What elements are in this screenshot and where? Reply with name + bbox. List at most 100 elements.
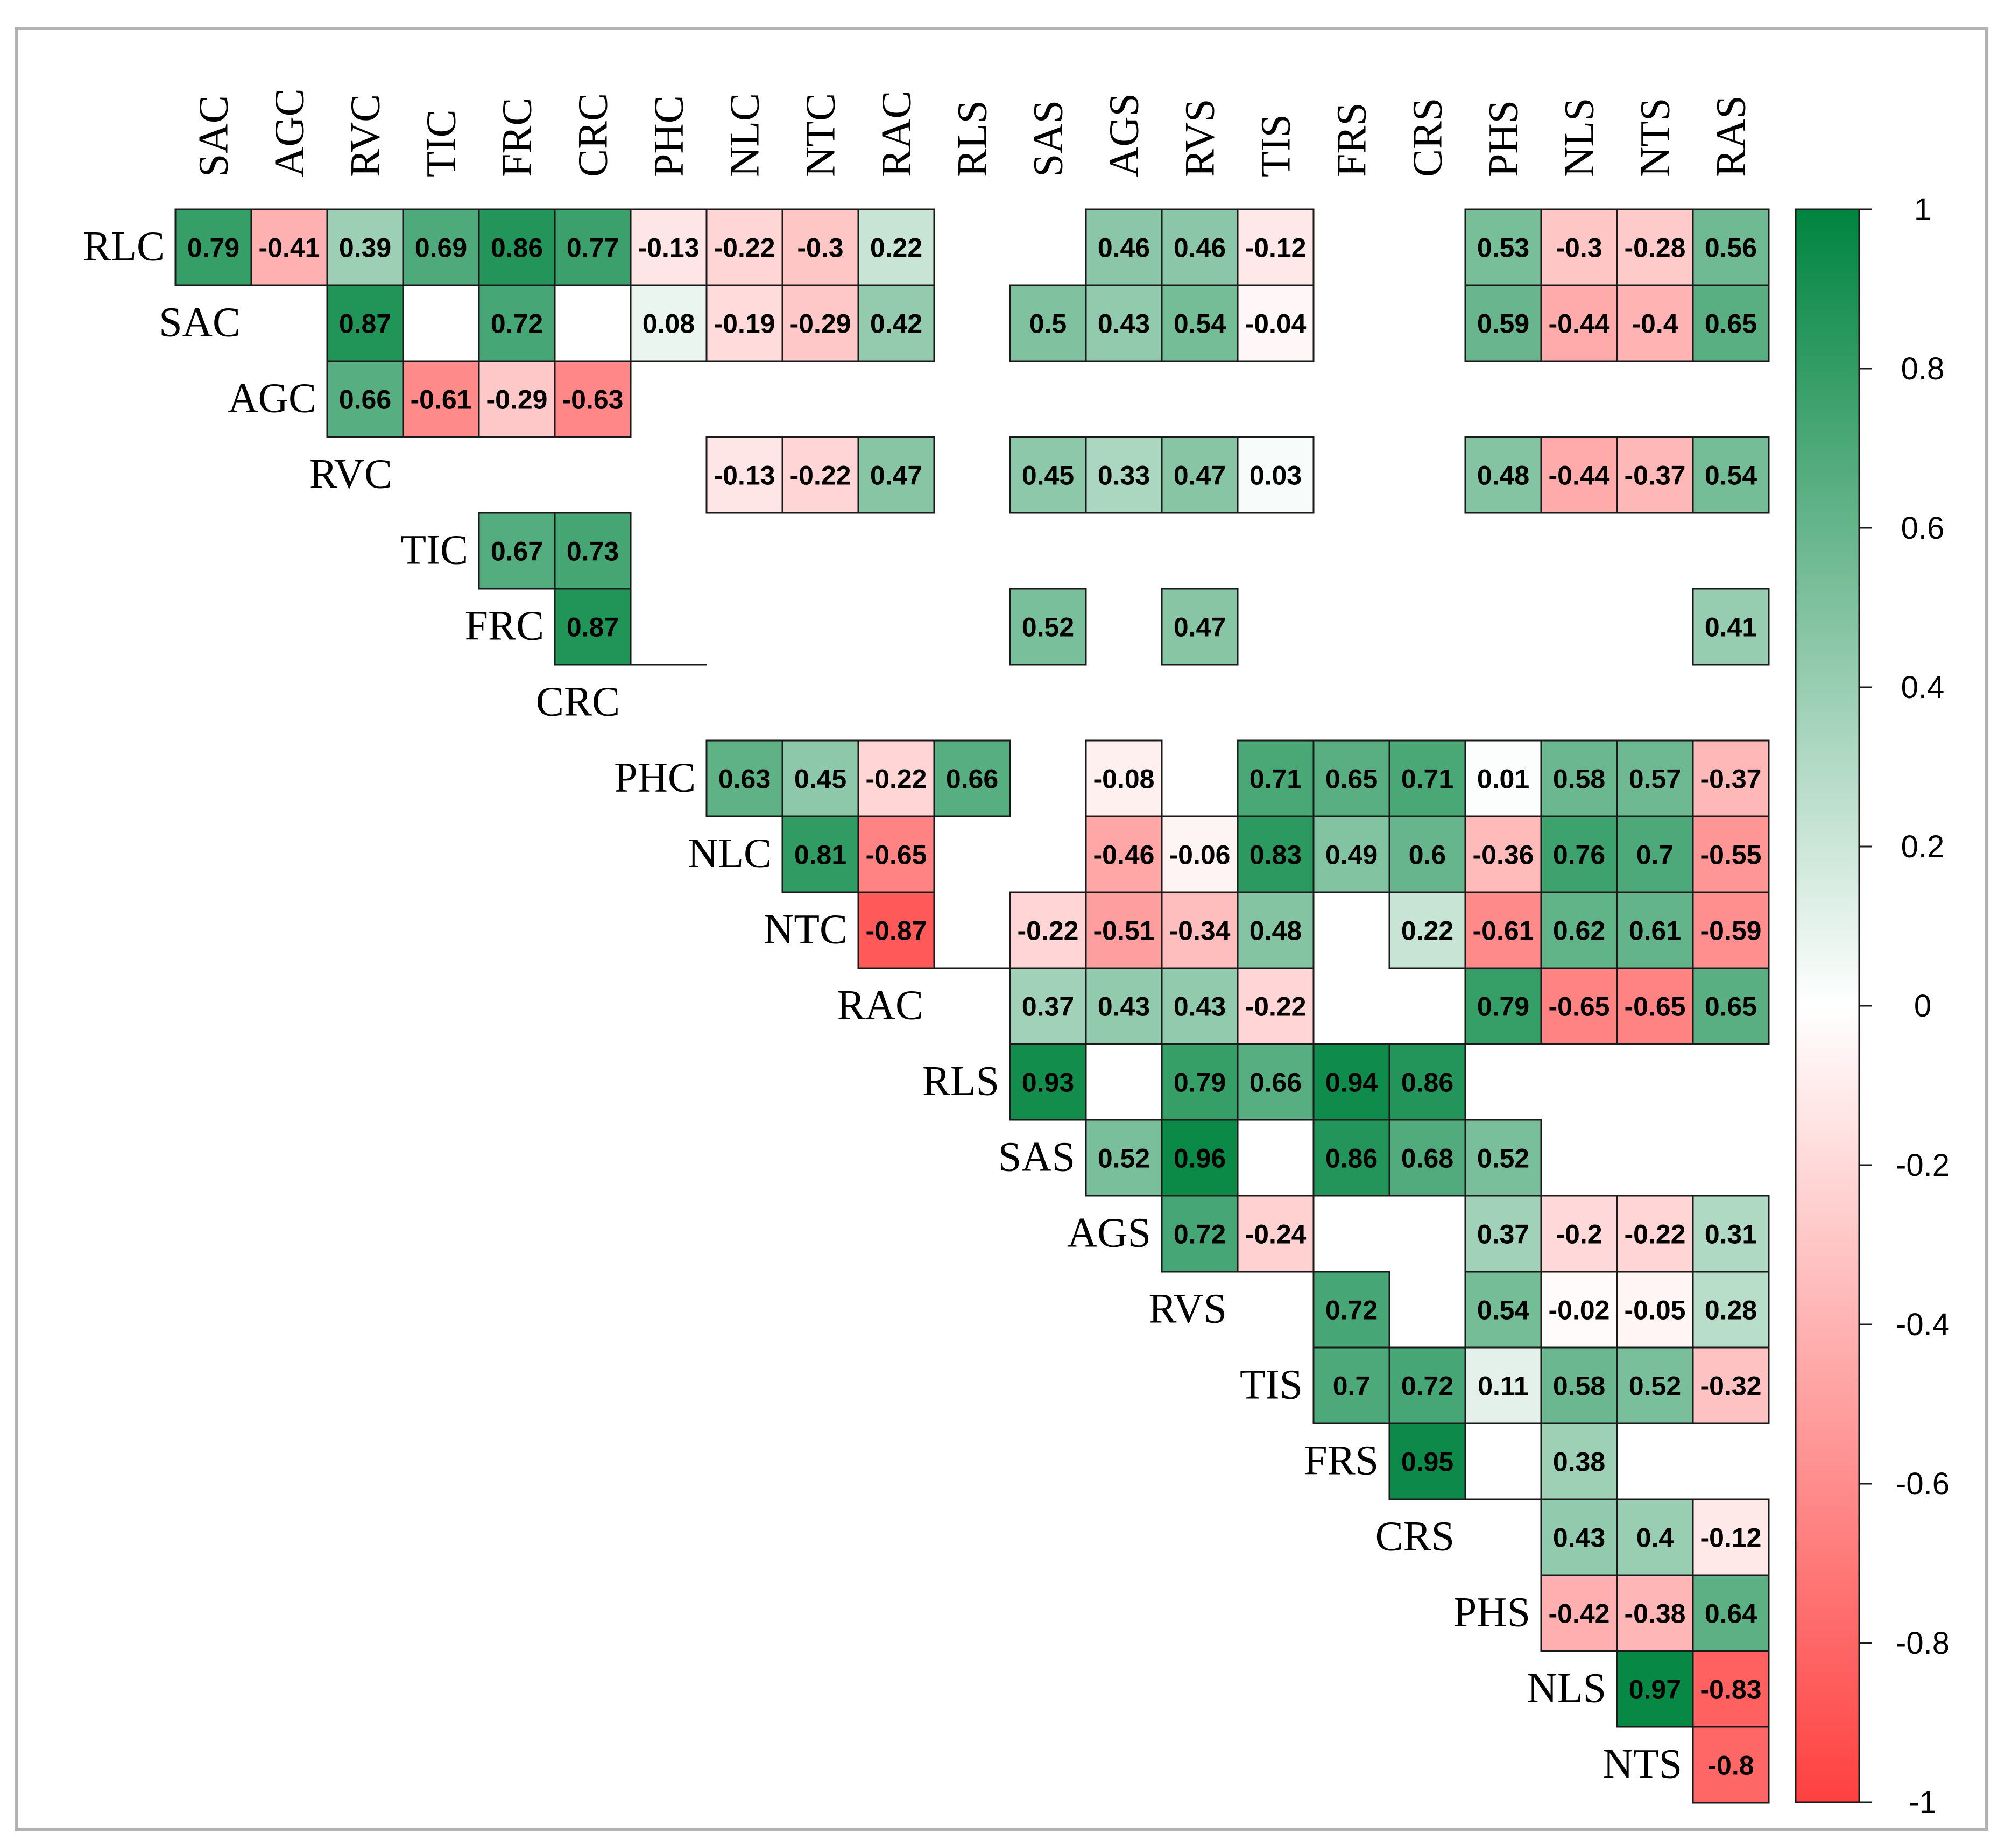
cell-label-PHC-NLS: 0.58	[1553, 764, 1605, 794]
column-label-RVC: RVC	[342, 94, 389, 177]
row-label-AGS: AGS	[1067, 1209, 1151, 1256]
cell-SAS-AGS	[1085, 1119, 1163, 1197]
cell-label-RLC-FRC: 0.86	[491, 233, 543, 263]
column-label-TIS: TIS	[1252, 114, 1299, 177]
cell-FRC-RVS	[1161, 588, 1239, 666]
cell-label-AGS-RVS: 0.72	[1174, 1219, 1226, 1250]
cell-RLS-FRS	[1312, 1043, 1390, 1121]
cell-label-NLS-RAS: -0.83	[1700, 1675, 1762, 1705]
cell-label-PHC-AGS: -0.08	[1093, 764, 1155, 794]
cell-RLC-NLS	[1540, 208, 1618, 286]
cell-RVC-TIS	[1237, 436, 1315, 514]
cell-RAC-AGS	[1085, 967, 1163, 1045]
cell-label-NLC-RAS: -0.55	[1700, 840, 1762, 870]
column-label-RAS: RAS	[1707, 95, 1754, 177]
cell-label-CRS-NTS: 0.4	[1636, 1523, 1674, 1553]
cell-label-SAC-NTC: -0.29	[790, 309, 851, 339]
cell-label-NLS-NTS: 0.97	[1629, 1675, 1681, 1705]
cell-NLC-NTC	[781, 815, 859, 893]
cell-label-RVC-SAS: 0.45	[1022, 461, 1074, 491]
cell-RLC-TIS	[1237, 208, 1315, 286]
cell-label-CRS-NLS: 0.43	[1553, 1523, 1605, 1553]
cell-label-PHS-RAS: 0.64	[1705, 1599, 1757, 1629]
cell-TIS-NTS	[1616, 1346, 1694, 1424]
cell-PHC-TIS	[1237, 739, 1315, 817]
cell-label-NTC-RAC: -0.87	[866, 916, 927, 946]
cell-AGS-PHS	[1464, 1195, 1542, 1273]
cell-RLC-CRC	[554, 208, 632, 286]
cell-label-CRS-RAS: -0.12	[1700, 1523, 1762, 1553]
colorbar-tick-label: 0	[1914, 989, 1931, 1024]
cell-RLC-AGC	[250, 208, 328, 286]
cell-label-SAC-RAC: 0.42	[870, 309, 922, 339]
column-label-NTC: NTC	[797, 93, 844, 177]
cell-SAS-FRS	[1312, 1119, 1390, 1197]
cell-label-TIS-RAS: -0.32	[1700, 1371, 1762, 1401]
row-label-SAS: SAS	[998, 1133, 1075, 1180]
cell-PHC-NLC	[705, 739, 783, 817]
cell-label-RVS-NTS: -0.05	[1625, 1295, 1686, 1325]
row-label-CRC: CRC	[536, 678, 620, 725]
cell-PHC-RAS	[1692, 739, 1770, 817]
cell-label-NLC-FRS: 0.49	[1325, 840, 1378, 870]
cell-NLC-TIS	[1237, 815, 1315, 893]
cell-label-SAC-TIS: -0.04	[1245, 309, 1307, 339]
cell-label-SAS-RVS: 0.96	[1174, 1144, 1226, 1174]
column-label-CRS: CRS	[1404, 98, 1451, 177]
cell-RVC-RVS	[1161, 436, 1239, 514]
cell-label-AGS-NTS: -0.22	[1625, 1219, 1686, 1250]
cell-label-RLC-SAC: 0.79	[187, 233, 239, 263]
cell-NLC-AGS	[1085, 815, 1163, 893]
cell-label-PHC-NTS: 0.57	[1629, 764, 1681, 794]
cell-label-RAC-SAS: 0.37	[1022, 992, 1074, 1022]
column-labels: SAC AGC RVC TIC FRC CRC PHC NLC NTC RAC RLS SAS AGS R…	[190, 88, 1754, 177]
row-label-RAC: RAC	[837, 982, 923, 1028]
cell-NTC-SAS	[1009, 891, 1087, 969]
cell-label-SAC-PHS: 0.59	[1477, 309, 1529, 339]
cell-label-RVC-RVS: 0.47	[1174, 461, 1226, 491]
cell-AGS-NLS	[1540, 1195, 1618, 1273]
color-legend: 1 0.8 0.6 0.4 0.2 0 -0.2 -0.4 -0.6 -0.8 -1	[1795, 192, 1950, 1820]
row-label-NLS: NLS	[1527, 1664, 1606, 1711]
cell-SAS-RVS	[1161, 1119, 1239, 1197]
column-label-RLS: RLS	[949, 100, 996, 177]
cell-NTC-CRS	[1388, 891, 1466, 969]
cell-label-RLC-NTC: -0.3	[797, 233, 843, 263]
cell-SAS-PHS	[1464, 1119, 1542, 1197]
cell-NLC-RAS	[1692, 815, 1770, 893]
cell-label-TIS-NLS: 0.58	[1553, 1371, 1605, 1401]
cell-TIS-FRS	[1312, 1346, 1390, 1424]
cell-label-RLC-TIS: -0.12	[1245, 233, 1307, 263]
cell-RLC-NTC	[781, 208, 859, 286]
cell-label-RVC-NLS: -0.44	[1549, 461, 1610, 491]
cell-SAC-FRC	[478, 284, 556, 362]
cell-label-RLC-NLS: -0.3	[1556, 233, 1602, 263]
row-label-PHC: PHC	[614, 754, 696, 801]
colorbar-tick-label: -0.6	[1896, 1466, 1950, 1501]
column-label-NTS: NTS	[1632, 98, 1678, 177]
cell-AGS-RAS	[1692, 1195, 1770, 1273]
cell-label-SAS-FRS: 0.86	[1325, 1144, 1378, 1174]
row-label-TIC: TIC	[400, 526, 468, 573]
cell-RVS-NLS	[1540, 1271, 1618, 1349]
cell-label-SAC-RVC: 0.87	[339, 309, 391, 339]
cell-label-FRS-CRS: 0.95	[1401, 1447, 1453, 1477]
cell-label-AGS-TIS: -0.24	[1245, 1219, 1307, 1250]
cell-CRS-RAS	[1692, 1498, 1770, 1576]
cell-RVS-PHS	[1464, 1271, 1542, 1349]
cell-label-RAC-RAS: 0.65	[1705, 992, 1757, 1022]
cell-label-TIS-FRS: 0.7	[1333, 1371, 1371, 1401]
cell-label-SAS-AGS: 0.52	[1098, 1144, 1150, 1174]
cell-RLS-SAS	[1009, 1043, 1087, 1121]
cell-AGC-FRC	[478, 360, 556, 438]
cell-label-PHC-NTC: 0.45	[794, 764, 846, 794]
cell-PHC-NTS	[1616, 739, 1694, 817]
cell-label-RLS-RVS: 0.79	[1174, 1068, 1226, 1098]
colorbar-gradient	[1795, 208, 1860, 1803]
cell-FRS-NLS	[1540, 1422, 1618, 1500]
cell-NTC-PHS	[1464, 891, 1542, 969]
cell-label-AGS-NLS: -0.2	[1556, 1219, 1602, 1250]
cell-label-RVS-PHS: 0.54	[1477, 1295, 1530, 1325]
